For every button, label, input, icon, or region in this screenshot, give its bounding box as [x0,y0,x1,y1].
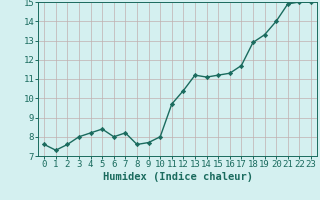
X-axis label: Humidex (Indice chaleur): Humidex (Indice chaleur) [103,172,252,182]
